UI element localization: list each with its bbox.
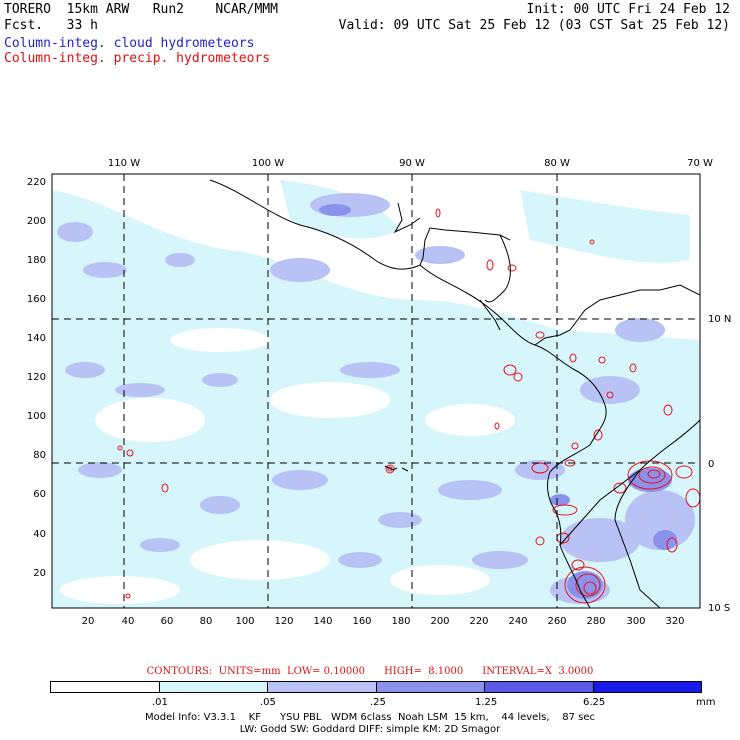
x-tick-label: 100 [235, 616, 254, 627]
precip-contours [117, 208, 700, 604]
legend-label: .01 [152, 697, 168, 708]
legend-swatch [159, 682, 268, 692]
x-tick-label: 140 [313, 616, 332, 627]
lon-label: 90 W [399, 158, 425, 169]
model-physics: LW: Godd SW: Goddard DIFF: simple KM: 2D… [239, 724, 501, 735]
x-tick-label: 40 [122, 616, 135, 627]
legend-swatch [485, 682, 594, 692]
y-tick-label: 120 [27, 372, 46, 383]
contour-info: CONTOURS: UNITS=mm LOW= 0.10000 HIGH= 8.… [146, 666, 594, 677]
legend-swatch [51, 682, 160, 692]
legend-swatch [593, 682, 701, 692]
y-tick-label: 100 [27, 411, 46, 422]
y-tick-label: 20 [33, 568, 46, 579]
forecast-hour: Fcst. 33 h [4, 18, 98, 33]
lat-label: 10 S [708, 603, 730, 614]
legend-label: 6.25 [583, 697, 606, 708]
legend-unit: mm [696, 697, 716, 708]
x-axis: 20 40 60 80 100 120 140 160 180 200 220 … [82, 616, 685, 627]
x-tick-label: 240 [508, 616, 527, 627]
x-tick-label: 300 [626, 616, 645, 627]
x-tick-label: 180 [391, 616, 410, 627]
lon-label: 70 W [687, 158, 713, 169]
valid-time: Valid: 09 UTC Sat 25 Feb 12 (03 CST Sat … [338, 18, 730, 33]
y-tick-label: 40 [33, 529, 46, 540]
lon-label: 110 W [108, 158, 140, 169]
x-tick-label: 260 [547, 616, 566, 627]
model-title: TORERO 15km ARW Run2 NCAR/MMM [4, 2, 278, 17]
lat-label: 10 N [708, 314, 731, 325]
lon-label: 80 W [544, 158, 570, 169]
field-cloud-label: Column-integ. cloud hydrometeors [4, 36, 255, 51]
y-tick-label: 200 [27, 216, 46, 227]
x-tick-label: 80 [200, 616, 213, 627]
lon-label: 100 W [252, 158, 284, 169]
x-tick-label: 20 [82, 616, 95, 627]
weather-map: 110 W 100 W 90 W 80 W 70 W 10 N 0 10 S [27, 158, 731, 627]
x-tick-label: 220 [469, 616, 488, 627]
x-tick-label: 120 [274, 616, 293, 627]
legend-swatch [376, 682, 485, 692]
map-frame [51, 173, 701, 609]
latitude-labels: 10 N 0 10 S [708, 314, 731, 614]
map-field [52, 174, 700, 608]
y-tick-label: 140 [27, 333, 46, 344]
x-tick-label: 200 [430, 616, 449, 627]
lat-label: 0 [708, 459, 714, 470]
y-tick-label: 160 [27, 294, 46, 305]
legend-swatch [268, 682, 377, 692]
y-tick-label: 80 [33, 450, 46, 461]
x-tick-label: 280 [586, 616, 605, 627]
y-tick-label: 180 [27, 255, 46, 266]
grid-lines [52, 174, 700, 608]
legend-label: .25 [370, 697, 386, 708]
x-tick-label: 320 [665, 616, 684, 627]
x-tick-label: 60 [161, 616, 174, 627]
legend-label: .05 [260, 697, 276, 708]
longitude-labels: 110 W 100 W 90 W 80 W 70 W [108, 158, 713, 169]
model-info: Model Info: V3.3.1 KF YSU PBL WDM 6class… [145, 712, 595, 723]
y-axis: 220 200 180 160 140 120 100 80 60 40 20 [27, 177, 46, 579]
init-time: Init: 00 UTC Fri 24 Feb 12 [526, 2, 731, 17]
y-tick-label: 60 [33, 489, 46, 500]
legend-label: 1.25 [475, 697, 498, 708]
coastlines [209, 179, 700, 608]
y-tick-label: 220 [27, 177, 46, 188]
x-tick-label: 160 [352, 616, 371, 627]
color-legend [50, 681, 702, 693]
field-precip-label: Column-integ. precip. hydrometeors [4, 51, 271, 66]
